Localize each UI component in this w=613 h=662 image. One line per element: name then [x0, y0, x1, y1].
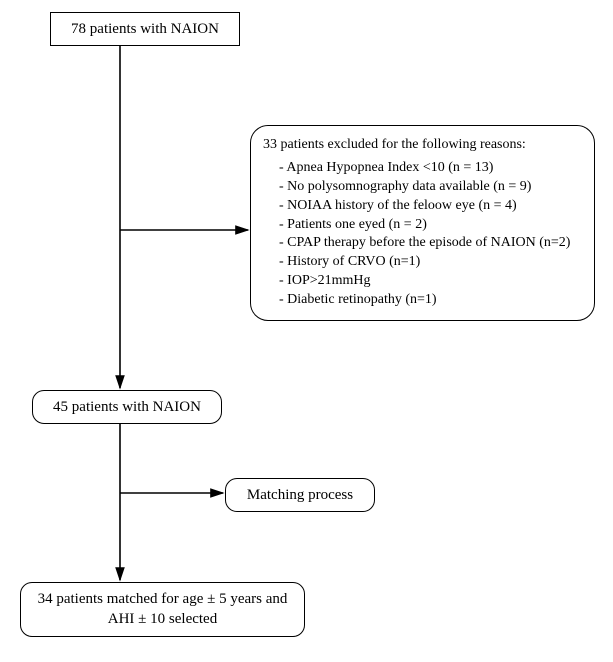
exclusion-reason: Apnea Hypopnea Index <10 (n = 13) — [279, 159, 582, 178]
node-matching: Matching process — [225, 478, 375, 512]
node-mid: 45 patients with NAION — [32, 390, 222, 424]
node-final: 34 patients matched for age ± 5 years an… — [20, 582, 305, 637]
node-final-line2: AHI ± 10 selected — [108, 611, 217, 627]
node-mid-text: 45 patients with NAION — [53, 399, 201, 415]
exclusion-reason: History of CRVO (n=1) — [279, 253, 582, 272]
exclusion-reason: IOP>21mmHg — [279, 272, 582, 291]
exclusion-reason: Patients one eyed (n = 2) — [279, 216, 582, 235]
exclusion-title: 33 patients excluded for the following r… — [263, 136, 582, 155]
exclusion-reason: No polysomnography data available (n = 9… — [279, 178, 582, 197]
exclusion-reason: NOIAA history of the feloow eye (n = 4) — [279, 197, 582, 216]
exclusion-reason: CPAP therapy before the episode of NAION… — [279, 234, 582, 253]
exclusion-reason: Diabetic retinopathy (n=1) — [279, 291, 582, 310]
node-start-text: 78 patients with NAION — [71, 21, 219, 37]
node-start: 78 patients with NAION — [50, 12, 240, 46]
node-final-line1: 34 patients matched for age ± 5 years an… — [38, 591, 288, 607]
node-matching-text: Matching process — [247, 487, 353, 503]
node-exclusion: 33 patients excluded for the following r… — [250, 125, 595, 321]
exclusion-reasons-list: Apnea Hypopnea Index <10 (n = 13) No pol… — [263, 159, 582, 310]
flow-connectors — [0, 0, 613, 662]
